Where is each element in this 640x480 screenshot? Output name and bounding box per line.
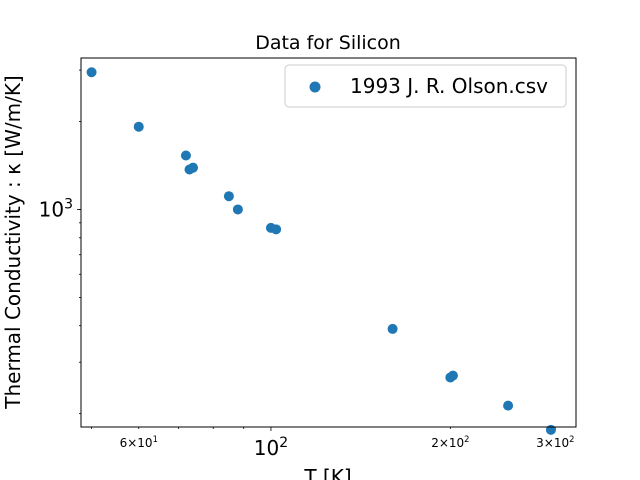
legend-label: 1993 J. R. Olson.csv	[350, 74, 548, 98]
x-tick-label: 3×102	[536, 434, 574, 450]
data-point	[232, 204, 243, 215]
y-axis-label: Thermal Conductivity : κ [W/m/K]	[1, 75, 25, 410]
chart-title: Data for Silicon	[255, 32, 401, 54]
data-point	[387, 323, 398, 334]
legend-marker	[309, 81, 321, 93]
data-point	[133, 121, 144, 132]
data-points	[86, 67, 556, 435]
x-tick-label: 2×102	[431, 434, 469, 450]
data-point	[447, 370, 458, 381]
data-point	[271, 224, 282, 235]
data-point	[223, 191, 234, 202]
x-tick-label: 6×101	[120, 434, 158, 450]
x-axis-label: T [K]	[303, 465, 351, 480]
data-point	[545, 424, 556, 435]
data-point	[503, 400, 514, 411]
legend: 1993 J. R. Olson.csv	[284, 64, 567, 108]
data-point	[188, 162, 199, 173]
data-point	[180, 150, 191, 161]
data-point	[86, 67, 97, 78]
legend-box	[284, 64, 567, 108]
plot-frame	[80, 57, 577, 428]
